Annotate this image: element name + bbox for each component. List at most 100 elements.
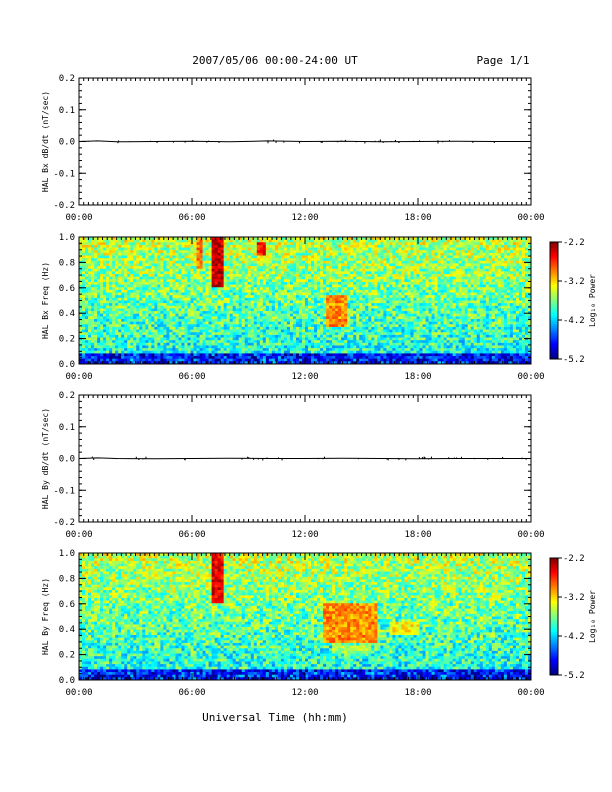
spectrogram-cell [82, 258, 86, 262]
spectrogram-cell [377, 295, 381, 299]
spectrogram-cell [488, 308, 493, 312]
spectrogram-cell [440, 297, 445, 301]
spectrogram-cell [410, 289, 414, 293]
spectrogram-cell [223, 311, 228, 315]
spectrogram-cell [332, 311, 336, 315]
spectrogram-cell [199, 247, 203, 251]
spectrogram-cell [298, 274, 303, 278]
spectrogram-cell [112, 244, 116, 248]
spectrogram-cell [410, 271, 414, 275]
spectrogram-cell [497, 276, 502, 280]
spectrogram-cell [199, 250, 203, 254]
spectrogram-cell [199, 292, 203, 296]
spectrogram-cell [320, 239, 324, 243]
spectrogram-cell [280, 255, 285, 259]
spectrogram-cell [79, 250, 83, 254]
spectrogram-cell [305, 266, 309, 270]
spectrogram-cell [214, 244, 219, 248]
spectrogram-cell [94, 255, 98, 259]
spectrogram-cell [202, 276, 206, 280]
spectrogram-cell [94, 279, 98, 283]
spectrogram-cell [518, 311, 523, 315]
spectrogram-cell [422, 279, 426, 283]
spectrogram-cell [211, 292, 215, 296]
spectrogram-cell [178, 237, 182, 241]
spectrogram-cell [136, 316, 140, 320]
spectrogram-cell [97, 250, 101, 254]
spectrogram-cell [356, 305, 360, 309]
spectrogram-cell [506, 244, 511, 248]
spectrogram-cell [148, 311, 152, 315]
spectrogram-cell [265, 281, 270, 286]
spectrogram-cell [181, 247, 185, 251]
spectrogram-cell [464, 281, 469, 286]
spectrogram-cell [274, 271, 279, 275]
spectrogram-cell [374, 239, 378, 243]
spectrogram-cell [506, 242, 511, 246]
spectrogram-cell [238, 300, 243, 304]
spectrogram-cell [482, 313, 487, 317]
spectrogram-cell [428, 303, 432, 307]
spectrogram-cell [292, 284, 297, 288]
spectrogram-cell [190, 279, 194, 283]
spectrogram-cell [262, 250, 267, 254]
spectrogram-cell [142, 308, 146, 312]
spectrogram-cell [503, 274, 508, 278]
spectrogram-cell [136, 266, 140, 270]
spectrogram-cell [280, 266, 285, 270]
spectrogram-cell [359, 263, 363, 267]
spectrogram-cell [277, 250, 282, 254]
spectrogram-cell [79, 297, 83, 301]
spectrogram-cell [136, 258, 140, 262]
spectrogram-cell [253, 258, 258, 262]
spectrogram-cell [127, 271, 131, 275]
spectrogram-cell [365, 271, 369, 275]
spectrogram-cell [479, 308, 484, 312]
spectrogram-cell [232, 274, 237, 278]
spectrogram-cell [121, 297, 125, 301]
spectrogram-cell [419, 305, 423, 309]
spectrogram-cell [440, 263, 445, 267]
spectrogram-cell [317, 258, 321, 262]
spectrogram-cell [235, 289, 240, 293]
spectrogram-cell [82, 276, 86, 280]
spectrogram-cell [410, 237, 414, 241]
spectrogram-cell [443, 255, 448, 259]
spectrogram-cell [341, 279, 345, 283]
spectrogram-cell [446, 300, 451, 304]
spectrogram-cell [524, 263, 529, 267]
spectrogram-cell [160, 287, 164, 291]
spectrogram-cell [410, 308, 414, 312]
spectrogram-cell [124, 313, 128, 317]
spectrogram-cell [277, 300, 282, 304]
spectrogram-cell [386, 260, 390, 264]
spectrogram-cell [353, 311, 357, 315]
spectrogram-cell [512, 268, 517, 272]
spectrogram-cell [506, 258, 511, 262]
spectrogram-cell [377, 268, 381, 272]
spectrogram-cell [295, 311, 300, 315]
spectrogram-cell [268, 242, 273, 246]
spectrogram-cell [283, 297, 288, 301]
spectrogram-cell [377, 239, 381, 243]
spectrogram-cell [184, 255, 188, 259]
spectrogram-cell [368, 274, 372, 278]
spectrogram-cell [142, 250, 146, 254]
spectrogram-cell [335, 311, 339, 315]
spectrogram-cell [103, 289, 107, 293]
spectrogram-cell [79, 300, 83, 304]
spectrogram-cell [262, 271, 267, 275]
page-title: 2007/05/06 00:00-24:00 UT [192, 54, 358, 67]
spectrogram-cell [283, 305, 288, 309]
spectrogram-cell [473, 239, 478, 243]
spectrogram-cell [262, 276, 267, 280]
spectrogram-cell [118, 266, 122, 270]
spectrogram-cell [524, 239, 529, 243]
spectrogram-cell [139, 244, 143, 248]
spectrogram-cell [157, 239, 161, 243]
spectrogram-cell [166, 300, 170, 304]
spectrogram-cell [88, 255, 92, 259]
spectrogram-cell [329, 263, 333, 267]
spectrogram-cell [157, 313, 161, 317]
spectrogram-cell [404, 276, 408, 280]
